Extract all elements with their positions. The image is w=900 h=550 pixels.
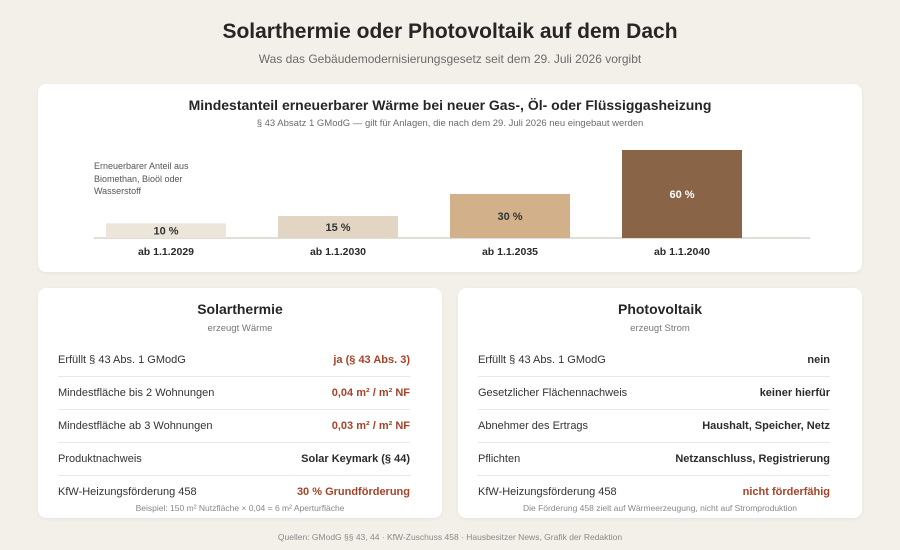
bar-value-label: 10 % bbox=[153, 226, 178, 238]
x-tick-label: ab 1.1.2030 bbox=[310, 246, 366, 258]
chart-title: Mindestanteil erneuerbarer Wärme bei neu… bbox=[188, 97, 712, 113]
row-label: Erfüllt § 43 Abs. 1 GModG bbox=[58, 354, 186, 366]
x-tick-label: ab 1.1.2029 bbox=[138, 246, 194, 258]
bar bbox=[278, 216, 398, 238]
row-value: 0,03 m² / m² NF bbox=[331, 420, 410, 432]
bar bbox=[106, 223, 226, 238]
row-value: nicht förderfähig bbox=[742, 486, 830, 498]
row-label: Abnehmer des Ertrags bbox=[478, 420, 589, 432]
panel-subtitle: erzeugt Wärme bbox=[207, 323, 273, 334]
row-value: Haushalt, Speicher, Netz bbox=[702, 420, 830, 432]
panel-subtitle: erzeugt Strom bbox=[630, 323, 690, 334]
bar-chart: 10 % ab 1.1.2029 15 % ab 1.1.2030 30 % ab 1.1… bbox=[94, 150, 810, 258]
sources-footer: Quellen: GModG §§ 43, 44 · KfW-Zuschuss … bbox=[277, 532, 623, 542]
table-row: Produktnachweis Solar Keymark (§ 44) bbox=[58, 443, 410, 476]
table-row: Abnehmer des Ertrags Haushalt, Speicher,… bbox=[478, 410, 830, 443]
row-value: nein bbox=[807, 354, 830, 366]
row-label: Produktnachweis bbox=[58, 453, 142, 465]
table-row: Erfüllt § 43 Abs. 1 GModG ja (§ 43 Abs. … bbox=[58, 344, 410, 377]
table-row: KfW-Heizungsförderung 458 nicht förderfä… bbox=[478, 476, 830, 508]
row-value: Solar Keymark (§ 44) bbox=[301, 453, 410, 465]
bar-value-label: 30 % bbox=[497, 211, 522, 223]
row-label: Erfüllt § 43 Abs. 1 GModG bbox=[478, 354, 606, 366]
row-value: Netzanschluss, Registrierung bbox=[675, 453, 830, 465]
row-value: ja (§ 43 Abs. 3) bbox=[333, 354, 410, 366]
table-row: Gesetzlicher Flächennachweis keiner hier… bbox=[478, 377, 830, 410]
panel-note: Die Förderung 458 zielt auf Wärmeerzeugu… bbox=[522, 503, 798, 513]
row-value: 30 % Grundförderung bbox=[296, 486, 410, 498]
table-row: Mindestfläche bis 2 Wohnungen 0,04 m² / … bbox=[58, 377, 410, 410]
table-row: Erfüllt § 43 Abs. 1 GModG nein bbox=[478, 344, 830, 377]
chart-card: Mindestanteil erneuerbarer Wärme bei neu… bbox=[38, 84, 862, 272]
x-tick-label: ab 1.1.2035 bbox=[482, 246, 538, 258]
row-label: Gesetzlicher Flächennachweis bbox=[478, 387, 628, 399]
table-row: KfW-Heizungsförderung 458 30 % Grundförd… bbox=[58, 476, 410, 508]
x-tick-label: ab 1.1.2040 bbox=[654, 246, 710, 258]
panel-solarthermie: Solarthermie erzeugt Wärme Erfüllt § 43 … bbox=[38, 288, 442, 518]
page-subtitle: Was das Gebäudemodernisierungsgesetz sei… bbox=[258, 52, 642, 66]
chart-note: Erneuerbarer Anteil aus Biomethan, Bioöl… bbox=[94, 161, 189, 196]
bar bbox=[622, 150, 742, 238]
panel-title: Solarthermie bbox=[197, 301, 283, 317]
row-label: KfW-Heizungsförderung 458 bbox=[478, 486, 617, 498]
panel-title: Photovoltaik bbox=[617, 301, 702, 317]
bar bbox=[450, 194, 570, 238]
row-value: keiner hierfür bbox=[759, 387, 830, 399]
bar-value-label: 60 % bbox=[669, 189, 694, 201]
table-row: Mindestfläche ab 3 Wohnungen 0,03 m² / m… bbox=[58, 410, 410, 443]
panel-note: Beispiel: 150 m² Nutzfläche × 0,04 = 6 m… bbox=[135, 503, 345, 513]
comparison-rows: Erfüllt § 43 Abs. 1 GModG nein Gesetzlic… bbox=[478, 344, 830, 508]
table-row: Pflichten Netzanschluss, Registrierung bbox=[478, 443, 830, 476]
comparison-rows: Erfüllt § 43 Abs. 1 GModG ja (§ 43 Abs. … bbox=[58, 344, 410, 508]
row-label: Mindestfläche ab 3 Wohnungen bbox=[58, 420, 213, 432]
row-value: 0,04 m² / m² NF bbox=[331, 387, 410, 399]
chart-subtitle: § 43 Absatz 1 GModG — gilt für Anlagen, … bbox=[256, 118, 644, 129]
row-label: KfW-Heizungsförderung 458 bbox=[58, 486, 197, 498]
row-label: Pflichten bbox=[478, 453, 521, 465]
row-label: Mindestfläche bis 2 Wohnungen bbox=[58, 387, 215, 399]
bar-value-label: 15 % bbox=[325, 222, 350, 234]
page-title: Solarthermie oder Photovoltaik auf dem D… bbox=[222, 20, 678, 43]
panel-photovoltaik: Photovoltaik erzeugt Strom Erfüllt § 43 … bbox=[458, 288, 862, 518]
